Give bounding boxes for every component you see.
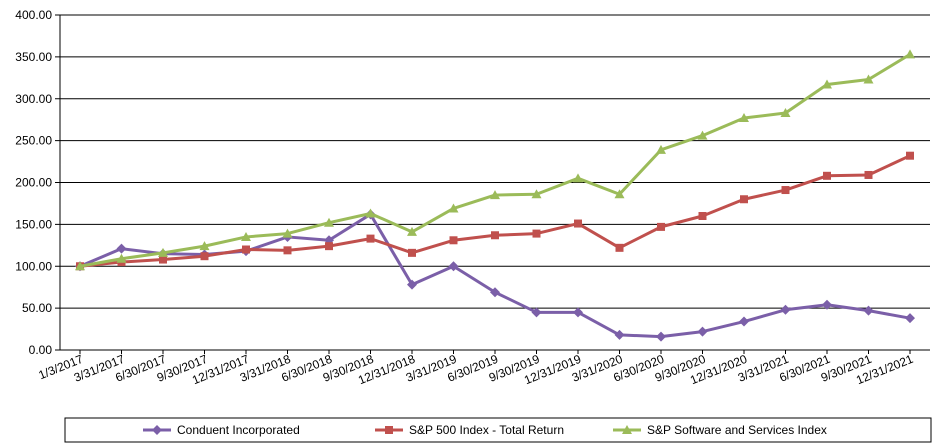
- data-point: [573, 173, 583, 183]
- legend-label: Conduent Incorporated: [177, 423, 300, 437]
- y-tick-label: 300.00: [15, 92, 52, 106]
- data-point: [780, 107, 791, 117]
- data-point: [408, 248, 416, 257]
- data-point: [242, 245, 250, 254]
- data-point: [366, 234, 375, 243]
- data-point: [199, 241, 210, 251]
- data-point: [448, 203, 459, 213]
- legend: Conduent Incorporated S&P 500 Index - Tot…: [64, 417, 932, 443]
- data-point: [615, 243, 624, 252]
- data-point: [864, 170, 873, 179]
- data-point: [823, 171, 831, 180]
- legend-label: S&P 500 Index - Total Return: [409, 423, 564, 437]
- data-point: [75, 261, 85, 271]
- series-2: [75, 49, 915, 271]
- data-point: [490, 287, 500, 298]
- data-point: [574, 219, 582, 228]
- y-tick-label: 50.00: [22, 301, 52, 315]
- data-point: [532, 229, 541, 238]
- y-tick-label: 250.00: [15, 134, 52, 148]
- y-axis-ticks: 0.00 50.00 100.00 150.00 200.00 250.00 300.00 3…: [15, 8, 60, 357]
- data-point: [449, 236, 458, 245]
- data-point: [781, 186, 790, 195]
- legend-marker: [152, 425, 162, 435]
- data-point: [656, 331, 666, 342]
- data-point: [116, 243, 127, 254]
- data-point: [324, 217, 334, 227]
- data-point: [780, 304, 791, 315]
- data-point: [200, 252, 209, 261]
- data-point: [906, 151, 914, 160]
- data-point: [698, 212, 707, 220]
- data-point: [739, 113, 749, 123]
- data-point: [863, 74, 874, 84]
- data-point: [739, 316, 749, 327]
- data-point: [614, 329, 625, 340]
- series-lines: [75, 49, 915, 342]
- y-tick-label: 350.00: [15, 50, 52, 64]
- data-point: [531, 189, 542, 199]
- data-point: [863, 305, 874, 316]
- data-point: [905, 313, 915, 324]
- data-point: [697, 326, 708, 337]
- legend-marker: [385, 426, 393, 434]
- data-point: [573, 307, 583, 318]
- data-point: [657, 222, 665, 231]
- data-point: [531, 307, 542, 318]
- data-point: [365, 208, 376, 218]
- data-point: [905, 49, 915, 59]
- y-tick-label: 150.00: [15, 217, 52, 231]
- data-point: [448, 261, 459, 272]
- legend-box: [64, 417, 932, 443]
- data-point: [325, 242, 333, 251]
- data-point: [241, 231, 251, 241]
- data-point: [159, 255, 167, 264]
- data-point: [282, 228, 293, 238]
- data-point: [158, 247, 168, 257]
- data-point: [822, 299, 832, 310]
- legend-label: S&P Software and Services Index: [647, 423, 827, 437]
- data-point: [283, 246, 292, 255]
- data-point: [407, 279, 417, 290]
- series-0: [75, 209, 915, 342]
- data-point: [407, 226, 417, 236]
- gridlines: [60, 14, 930, 351]
- series-1: [76, 151, 914, 271]
- data-point: [614, 189, 625, 199]
- data-point: [822, 79, 832, 89]
- data-point: [491, 231, 499, 240]
- data-point: [116, 253, 127, 263]
- data-point: [740, 195, 748, 204]
- y-tick-label: 100.00: [15, 259, 52, 273]
- y-tick-label: 0.00: [29, 343, 53, 357]
- data-point: [656, 144, 666, 154]
- y-tick-label: 400.00: [15, 8, 52, 22]
- x-axis-ticks: 1/3/20173/31/20176/30/20179/30/201712/31…: [37, 350, 915, 387]
- data-point: [697, 130, 708, 140]
- y-tick-label: 200.00: [15, 176, 52, 190]
- legend-marker: [622, 425, 632, 434]
- data-point: [490, 190, 500, 200]
